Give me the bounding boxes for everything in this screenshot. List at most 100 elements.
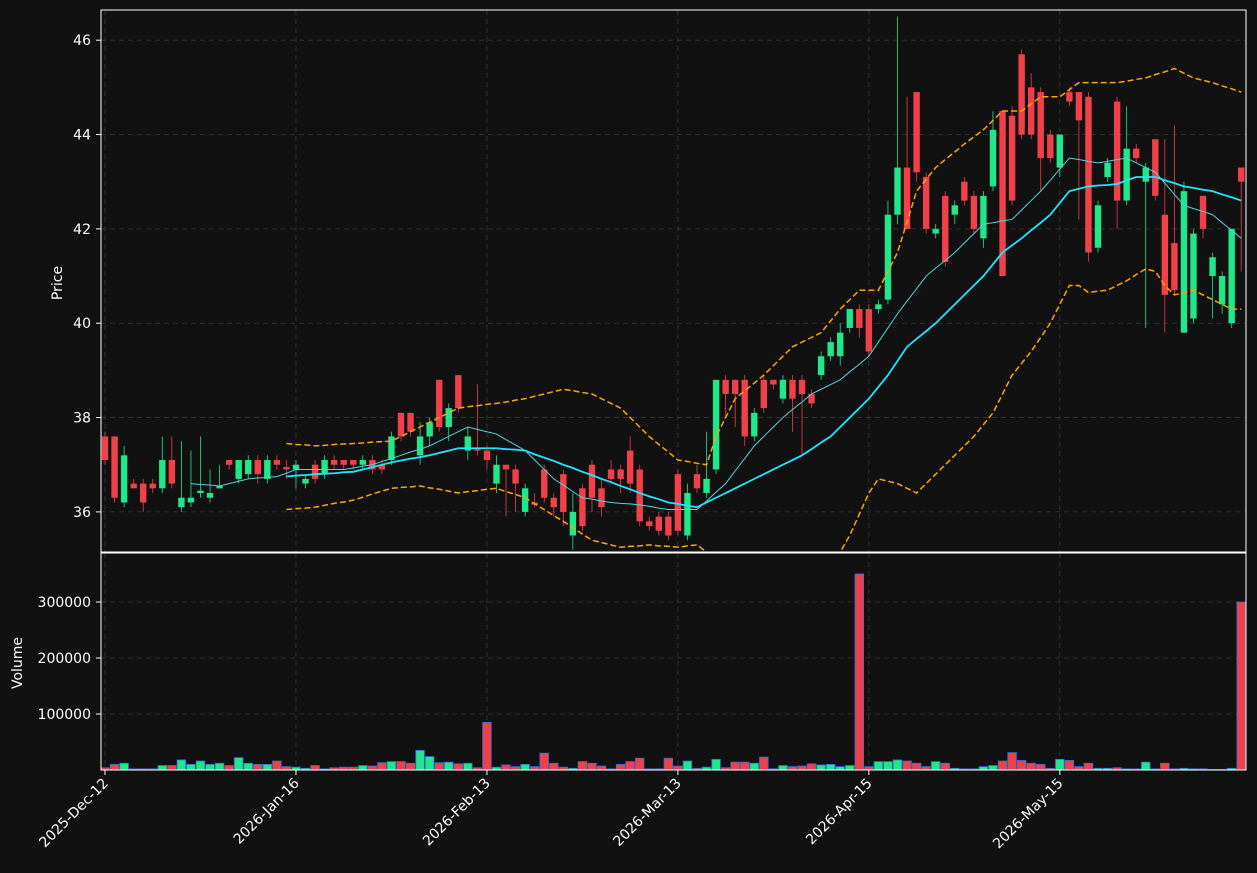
volume-bar (883, 761, 893, 770)
volume-bar (1007, 752, 1017, 770)
candle-body (1238, 167, 1245, 182)
candle-body (856, 309, 863, 328)
volume-bar (1226, 767, 1237, 770)
candle-body (1056, 134, 1064, 168)
candle-body (1171, 243, 1178, 291)
volume-bar (625, 761, 635, 770)
candle-body (254, 460, 261, 475)
volume-bar (558, 766, 569, 770)
candle-body (1180, 191, 1188, 333)
y-tick-label: 40 (73, 316, 91, 332)
candle-body (435, 379, 443, 427)
candle-body (483, 450, 491, 461)
volume-bar (577, 761, 588, 770)
candle-body (1027, 87, 1035, 135)
volume-bar (930, 761, 941, 770)
volume-bar (1074, 766, 1084, 770)
volume-bar (1036, 764, 1046, 770)
volume-bar (1055, 758, 1065, 770)
candle-body (636, 469, 643, 522)
volume-bar (1160, 762, 1170, 770)
y-tick-label: 38 (73, 411, 91, 427)
volume-bar (195, 760, 206, 770)
candle-body (397, 412, 405, 437)
candle-body (197, 490, 204, 494)
volume-bar (109, 764, 120, 770)
candle-body (101, 436, 109, 461)
volume-bar (233, 757, 244, 770)
candle-body (206, 493, 214, 498)
candle-body (579, 488, 586, 527)
volume-bar (148, 768, 158, 770)
candle-body (311, 464, 319, 479)
candle-body (350, 460, 357, 465)
candle-body (684, 493, 691, 536)
candle-body (731, 379, 739, 394)
candle-body (140, 483, 147, 503)
overlay-line (190, 157, 1242, 511)
volume-bar (959, 768, 970, 770)
volume-bar (787, 766, 798, 770)
candle-body (1190, 233, 1197, 319)
volume-bar (911, 762, 922, 770)
volume-bar (339, 766, 349, 770)
volume-bar (615, 764, 626, 770)
overlay-line (286, 67, 1242, 466)
volume-bar (453, 763, 463, 770)
volume-bar (1112, 767, 1122, 770)
candle-body (283, 467, 290, 470)
volume-bar (644, 768, 654, 770)
volume-bar (176, 759, 187, 770)
candle-body (426, 422, 433, 437)
volume-bar (491, 766, 502, 770)
volume-bar (940, 762, 950, 770)
candle-body (474, 448, 481, 451)
volume-bar (520, 764, 530, 770)
volume-bar (835, 766, 845, 770)
candle-body (407, 412, 414, 432)
volume-bar (549, 762, 559, 770)
candle-body (1113, 101, 1121, 201)
volume-bar (1093, 767, 1103, 770)
volume-bar (1083, 762, 1094, 770)
volume-bar (892, 759, 903, 770)
volume-bar (825, 764, 836, 770)
volume-bar (654, 768, 664, 770)
candle-body (493, 464, 500, 484)
candle-body (760, 379, 768, 409)
candle-body (1018, 54, 1025, 135)
volume-bar (291, 766, 301, 770)
candle-body (1047, 134, 1054, 159)
candle-body (1008, 115, 1016, 201)
volume-bar (501, 764, 511, 770)
volume-bar (1016, 760, 1027, 770)
candle-body (1094, 205, 1102, 248)
overlay-line (286, 268, 1242, 552)
volume-bar (997, 760, 1008, 770)
candle-body (512, 469, 519, 484)
candle-body (712, 379, 720, 470)
volume-bar (854, 573, 865, 770)
volume-bar (1064, 760, 1075, 770)
volume-bar (358, 765, 368, 770)
candle-body (751, 412, 758, 437)
volume-bar (1169, 768, 1180, 770)
y-tick-label: 100000 (38, 707, 91, 723)
volume-bar (510, 766, 521, 770)
volume-bar (969, 768, 979, 770)
overlay-line (286, 176, 1242, 509)
volume-bar (367, 765, 378, 770)
candle-body (646, 521, 653, 527)
y-tick-label: 36 (73, 505, 91, 521)
volume-bar (701, 766, 712, 770)
candle-body (1161, 214, 1169, 295)
volume-bar (845, 765, 855, 770)
candle-body (665, 516, 672, 536)
candle-body (770, 379, 777, 385)
candle-body (1123, 148, 1130, 201)
volume-bar (186, 764, 196, 770)
candle-body (922, 176, 930, 229)
volume-bar (243, 762, 253, 770)
candle-body (1075, 92, 1083, 121)
volume-bar (1045, 767, 1055, 770)
